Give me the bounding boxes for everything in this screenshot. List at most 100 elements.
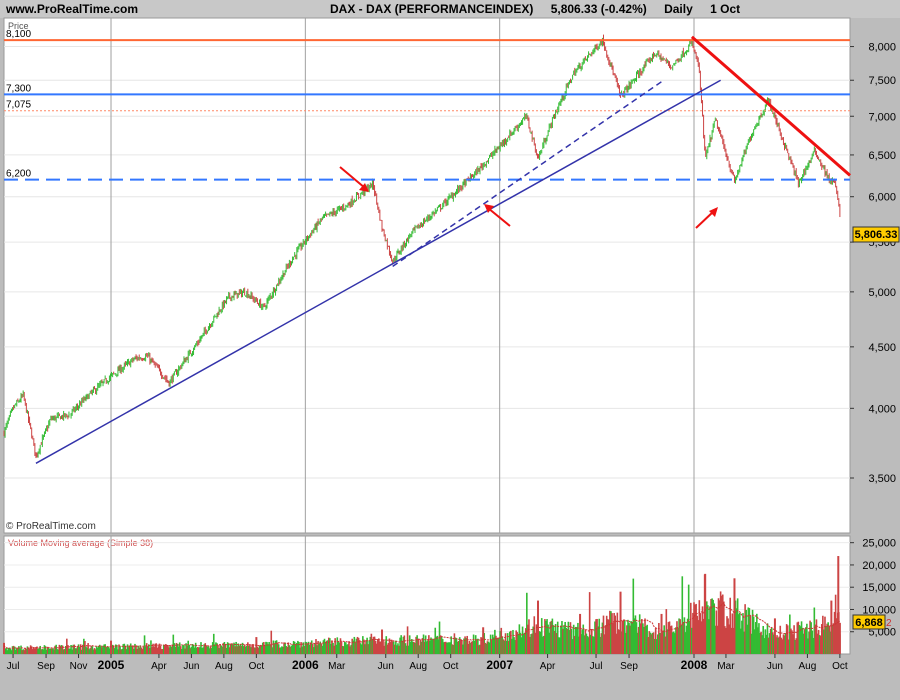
volume-bar [11,646,14,654]
volume-bar [154,643,157,654]
volume-bar [378,638,380,654]
volume-bar [449,642,451,654]
volume-bar [421,638,424,654]
volume-bar [249,644,251,654]
volume-bar [364,644,366,654]
volume-bar [282,646,284,654]
volume-bar [634,615,637,654]
volume-bar [41,649,44,654]
volume-bar [265,641,267,654]
last-price-value: 5,806.33 [855,229,898,241]
volume-bar [305,642,308,654]
volume-bar [395,640,397,654]
volume-bar [302,642,305,654]
volume-bar [393,644,396,654]
volume-bar [97,646,100,654]
price-tick-label: 5,000 [868,287,896,299]
volume-bar [340,641,343,654]
volume-bar [649,632,652,654]
volume-bar [173,643,176,654]
volume-bar [358,640,361,654]
level-label: 7,300 [6,83,31,94]
volume-bar [653,638,656,654]
volume-bar [276,642,279,654]
volume-bar [659,632,661,654]
volume-bar [257,647,260,654]
volume-bar [479,644,481,654]
volume-bar [600,633,603,654]
volume-bar [453,633,456,654]
volume-bar [136,648,138,654]
volume-bar [133,648,135,654]
volume-bar [423,641,426,654]
volume-bar [412,641,414,654]
instrument-name: DAX - DAX (PERFORMANCEINDEX) [330,2,534,16]
time-label: Apr [151,661,167,672]
volume-bar [668,621,671,654]
time-label: 2007 [486,658,513,672]
volume-bar [235,641,237,654]
volume-bar [802,633,805,654]
volume-bar [493,637,495,654]
volume-bar [145,643,148,654]
volume-bar [775,637,777,654]
volume-bar [288,645,291,654]
volume-bar [735,608,738,654]
volume-bar [478,645,480,654]
volume-bar [171,644,174,654]
volume-bar [341,645,344,654]
volume-bar [740,628,742,654]
volume-bar [748,608,751,654]
volume-bar [157,646,160,654]
volume-bar [125,649,128,654]
volume-bar [507,640,510,654]
volume-bar [200,642,202,654]
volume-bar [199,647,201,654]
volume-bar [80,649,83,654]
volume-bar [33,647,35,654]
volume-bar [620,631,623,654]
volume-bar [681,576,684,654]
volume-bar [496,638,498,654]
volume-bar [300,642,302,654]
volume-bar [422,634,425,654]
volume-bar [699,613,702,654]
volume-bar [779,625,782,654]
volume-bar [150,640,152,654]
volume-bar [658,622,660,654]
volume-bar [18,646,20,654]
volume-bar [708,619,710,654]
volume-bar [589,634,592,654]
volume-bar [726,616,728,654]
volume-bar [400,635,402,654]
volume-bar [700,621,703,654]
volume-bar [674,633,676,654]
volume-bar [701,606,704,654]
volume-bar [34,648,36,654]
volume-bar [299,647,301,654]
volume-bar [39,645,42,654]
volume-bar [290,645,293,654]
volume-bar [248,645,250,654]
volume-bar [835,618,838,654]
volume-bar [166,645,168,654]
volume-bar [677,627,679,654]
volume-bar [319,641,322,654]
volume-bar [196,647,199,654]
volume-bar [321,645,324,654]
volume-bar [239,644,242,654]
volume-bar [335,644,338,654]
volume-bar [227,643,230,654]
volume-bar [277,644,280,654]
time-label: Aug [409,661,427,672]
site-link[interactable]: www.ProRealTime.com [6,2,139,16]
volume-bar [571,639,574,654]
volume-bar [232,644,234,654]
volume-bar [709,606,711,654]
volume-bar [570,628,573,654]
volume-bar [178,642,181,654]
volume-bar [761,635,763,654]
horizontal-levels: 8,100 7,300 7,075 6,200 [4,29,850,181]
volume-bar [376,639,379,654]
